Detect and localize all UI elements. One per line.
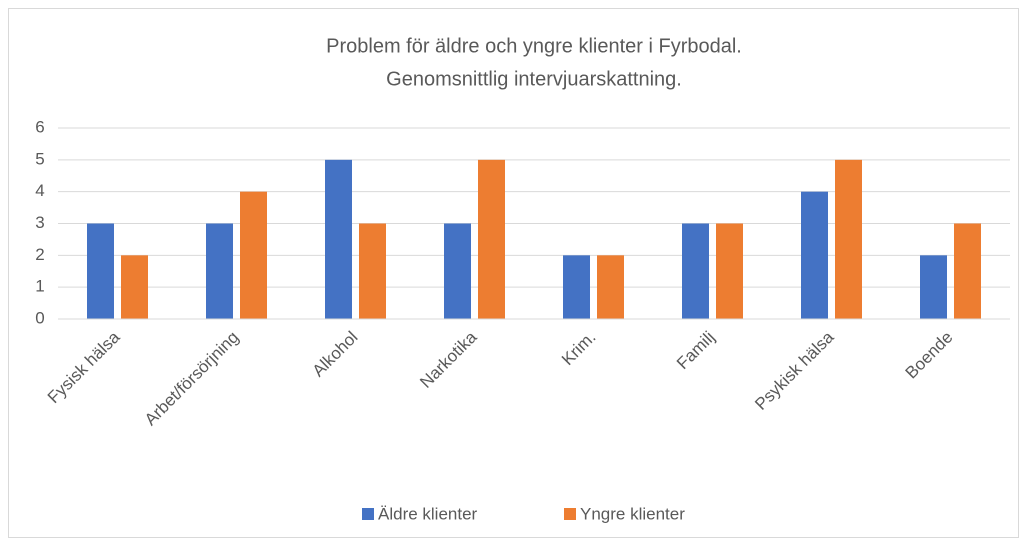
bar (444, 223, 471, 319)
bar (563, 255, 590, 319)
chart-title: Problem för äldre och yngre klienter i F… (326, 35, 742, 57)
y-tick-label: 2 (35, 245, 44, 264)
bar (682, 223, 709, 319)
bar (206, 223, 233, 319)
bar (478, 159, 505, 319)
legend-swatch (564, 508, 576, 520)
bar (325, 159, 352, 319)
bar (954, 223, 981, 319)
bar (240, 191, 267, 319)
bar (920, 255, 947, 319)
y-tick-label: 1 (35, 277, 44, 296)
y-tick-label: 6 (35, 117, 44, 136)
bar (87, 223, 114, 319)
bar (121, 255, 148, 319)
bar (597, 255, 624, 319)
chart-title: Genomsnittlig intervjuarskattning. (386, 68, 682, 90)
y-tick-label: 5 (35, 149, 44, 168)
y-tick-label: 0 (35, 308, 44, 327)
bar (716, 223, 743, 319)
legend-label: Äldre klienter (378, 504, 478, 523)
y-tick-label: 3 (35, 213, 44, 232)
legend-label: Yngre klienter (580, 504, 685, 523)
bar (801, 191, 828, 319)
bar (835, 159, 862, 319)
legend-swatch (362, 508, 374, 520)
bar (359, 223, 386, 319)
y-tick-label: 4 (35, 181, 44, 200)
